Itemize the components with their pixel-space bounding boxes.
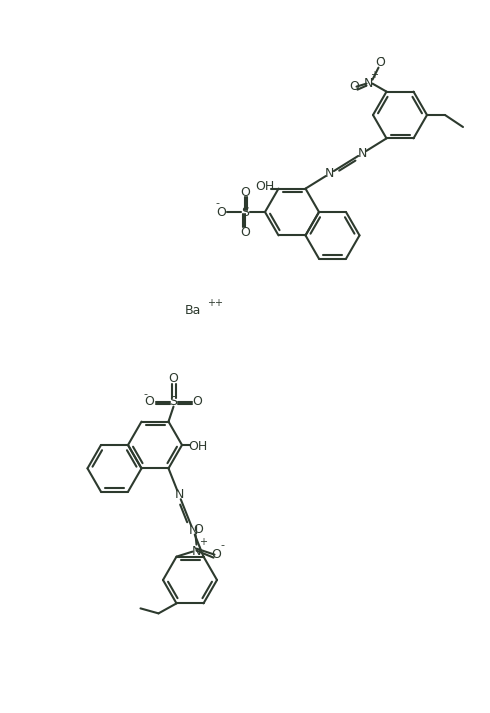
Text: -: - [215,198,219,208]
Text: Ba: Ba [185,304,201,317]
Text: O: O [216,205,226,218]
Text: S: S [170,395,177,408]
Text: O: O [349,80,360,93]
Text: N: N [364,77,373,90]
Text: N: N [174,488,184,501]
Text: +: + [199,537,207,547]
Text: ++: ++ [207,298,223,308]
Text: N: N [192,545,201,558]
Text: -: - [144,389,147,399]
Text: N: N [325,167,335,180]
Text: O: O [375,56,386,69]
Text: O: O [240,185,250,198]
Text: S: S [241,205,249,218]
Text: O: O [169,372,178,385]
Text: O: O [240,225,250,239]
Text: N: N [188,523,197,537]
Text: O: O [194,523,203,536]
Text: O: O [212,548,221,561]
Text: O: O [193,395,202,408]
Text: -: - [220,540,224,550]
Text: OH: OH [188,441,208,453]
Text: O: O [145,395,154,408]
Text: -: - [379,51,384,61]
Text: N: N [358,147,367,160]
Text: OH: OH [255,180,274,193]
Text: +: + [370,70,378,80]
